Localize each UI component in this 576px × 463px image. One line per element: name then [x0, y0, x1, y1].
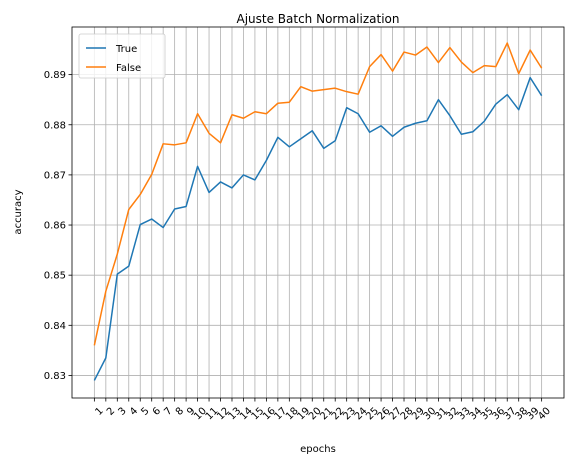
x-tick-label: 3 [116, 406, 128, 418]
legend-label-true: True [115, 44, 137, 55]
y-tick-label: 0.84 [44, 321, 66, 332]
plot-frame [71, 26, 565, 399]
x-axis: 1 2 3 4 5 6 7 8 91011121314151617181920212223242… [94, 398, 553, 423]
y-tick-label: 0.83 [44, 371, 66, 382]
chart-title: Ajuste Batch Normalization [236, 12, 399, 26]
x-axis-label: epochs [300, 444, 336, 455]
legend: True False [78, 33, 166, 79]
x-tick-label: 1 [94, 406, 106, 418]
y-axis: 0.83 0.84 0.85 0.86 0.87 0.88 0.89 [44, 70, 72, 382]
y-tick-label: 0.85 [44, 271, 66, 282]
y-tick-label: 0.89 [44, 70, 66, 81]
x-tick-label: 40 [536, 406, 553, 423]
series-line-false [93, 42, 543, 346]
y-tick-label: 0.86 [44, 221, 66, 232]
series-line-true [93, 76, 543, 381]
legend-label-false: False [116, 63, 141, 74]
x-tick-label: 7 [162, 406, 174, 418]
y-tick-label: 0.88 [44, 120, 66, 131]
series-lines [93, 42, 543, 381]
x-tick-label: 8 [174, 406, 186, 418]
x-tick-label: 6 [151, 406, 163, 418]
x-tick-label: 4 [128, 406, 140, 418]
y-tick-label: 0.87 [44, 170, 66, 181]
x-tick-label: 5 [139, 406, 151, 418]
x-tick-label: 2 [105, 406, 117, 418]
y-axis-label: accuracy [13, 189, 24, 234]
grid [72, 27, 564, 398]
